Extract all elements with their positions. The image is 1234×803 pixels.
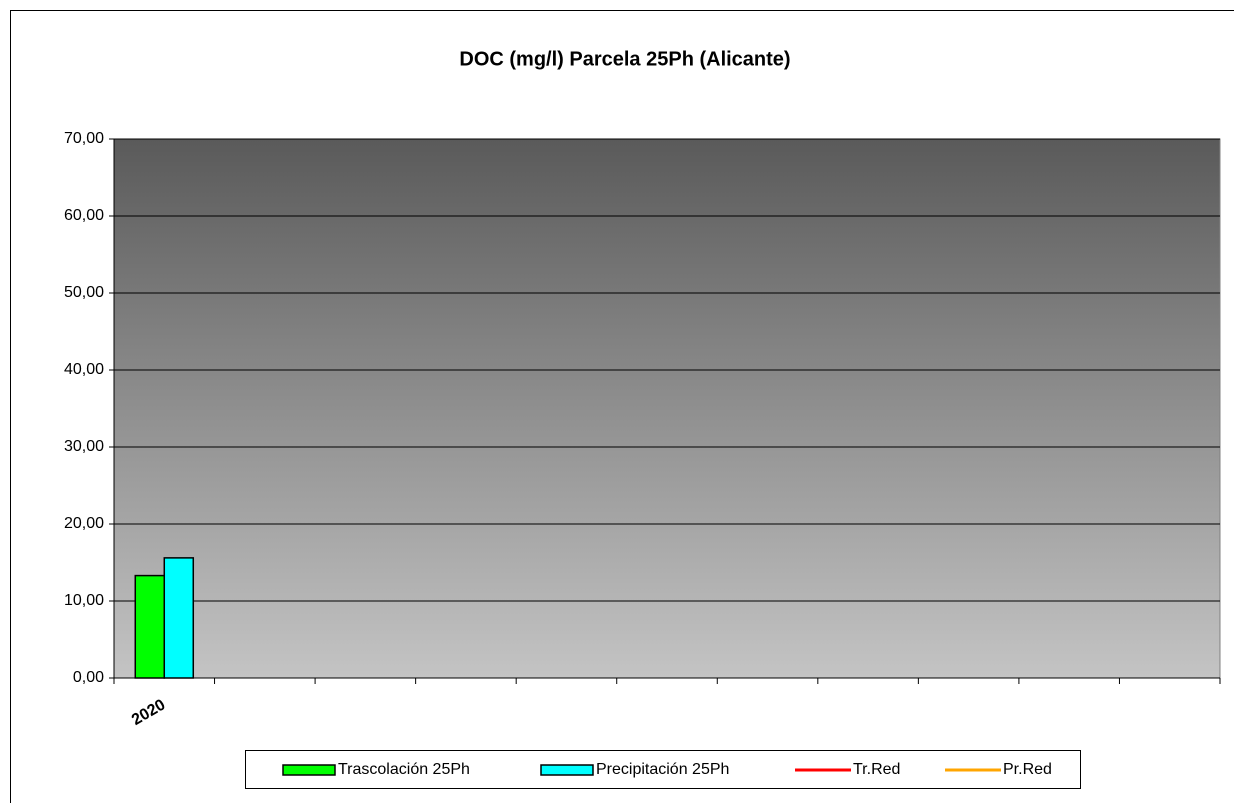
y-tick-label: 10,00: [64, 592, 104, 609]
y-tick-label: 60,00: [64, 207, 104, 224]
y-tick-label: 20,00: [64, 515, 104, 532]
y-tick-label: 70,00: [64, 130, 104, 147]
chart-title: DOC (mg/l) Parcela 25Ph (Alicante): [459, 48, 790, 70]
legend-swatch: [540, 764, 594, 776]
legend-label: Trascolación 25Ph: [338, 761, 470, 778]
legend-box: [245, 750, 1081, 789]
bar: [134, 574, 166, 679]
legend-label: Precipitación 25Ph: [596, 761, 729, 778]
legend-label: Tr.Red: [853, 761, 900, 778]
y-tick-label: 40,00: [64, 361, 104, 378]
y-tick-label: 0,00: [73, 669, 104, 686]
legend-swatch: [282, 764, 336, 776]
bar: [163, 557, 195, 679]
y-tick-label: 50,00: [64, 284, 104, 301]
y-tick-label: 30,00: [64, 438, 104, 455]
legend-label: Pr.Red: [1003, 761, 1052, 778]
plot-area: [113, 138, 1221, 679]
